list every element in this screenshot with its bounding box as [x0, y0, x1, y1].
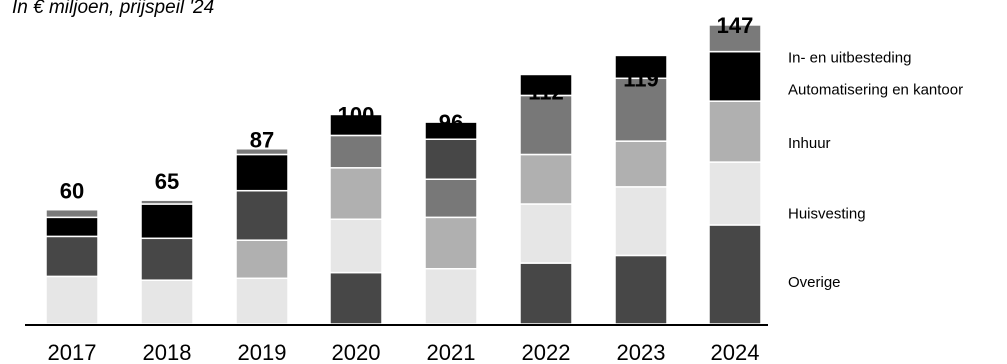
legend-item-3: Huisvesting: [788, 206, 866, 223]
total-label-2023: 119: [623, 66, 659, 91]
bar-segment-2024-0: [708, 224, 762, 325]
bar-segment-2023-5: [614, 54, 668, 80]
bar-segment-2020-3: [329, 134, 383, 169]
legend-item-4: Overige: [788, 274, 841, 291]
total-label-2024: 147: [717, 13, 754, 38]
bar-segment-2023-3: [614, 77, 668, 142]
bar-segment-2019-2: [235, 239, 289, 280]
bar-segment-2018-5: [140, 203, 194, 240]
bar-segment-2022-1: [519, 203, 573, 264]
total-label-2018: 65: [155, 169, 179, 194]
bar-segment-2018-6: [140, 199, 194, 205]
bar-segment-2022-3: [519, 94, 573, 156]
bars-group: [45, 24, 762, 325]
bar-segment-2020-5: [329, 113, 383, 137]
x-tick-label-2019: 2019: [238, 340, 287, 364]
bar-segment-2022-2: [519, 153, 573, 205]
bar-segment-2018-1: [140, 279, 194, 325]
bar-segment-2023-0: [614, 254, 668, 325]
bar-segment-2024-5: [708, 50, 762, 102]
bar-segment-2019-1: [235, 277, 289, 325]
bar-segment-2024-6: [708, 24, 762, 53]
bar-segment-2021-3: [424, 178, 478, 219]
bar-segment-2021-2: [424, 216, 478, 270]
x-tick-labels-group: 2017 2018 2019 2020 2021 2022 2023 2024: [48, 340, 760, 364]
bar-segment-2019-4: [235, 189, 289, 241]
legend-item-2: Inhuur: [788, 135, 831, 152]
chart-subtitle: In € miljoen, prijspeil '24: [12, 0, 215, 18]
legend-group: In- en uitbesteding Automatisering en kan…: [788, 49, 963, 291]
x-tick-label-2020: 2020: [332, 340, 381, 364]
bar-segment-2020-2: [329, 167, 383, 220]
bar-segment-2024-1: [708, 161, 762, 226]
x-tick-label-2023: 2023: [617, 340, 666, 364]
total-label-2021: 96: [439, 110, 463, 135]
legend-item-1: Automatisering en kantoor: [788, 82, 963, 99]
x-tick-label-2024: 2024: [711, 340, 760, 364]
bar-segment-2019-6: [235, 148, 289, 156]
bar-segment-2023-1: [614, 186, 668, 257]
bar-segment-2022-0: [519, 262, 573, 325]
bar-segment-2019-5: [235, 153, 289, 192]
bar-segment-2017-4: [45, 235, 99, 278]
total-label-2020: 100: [338, 103, 375, 128]
bar-segment-2020-1: [329, 218, 383, 274]
bar-segment-2021-4: [424, 138, 478, 180]
total-labels-group: 60 65 87 100 96 112 119 147: [60, 13, 754, 204]
bar-segment-2021-1: [424, 268, 478, 325]
total-label-2017: 60: [60, 179, 84, 204]
total-label-2022: 112: [528, 80, 564, 105]
x-tick-label-2018: 2018: [143, 340, 192, 364]
bar-segment-2023-2: [614, 140, 668, 188]
bar-segment-2018-4: [140, 237, 194, 281]
x-tick-label-2021: 2021: [427, 340, 476, 364]
bar-segment-2017-6: [45, 208, 99, 219]
bar-segment-2021-5: [424, 121, 478, 140]
legend-item-0: In- en uitbesteding: [788, 49, 911, 66]
bar-segment-2017-5: [45, 216, 99, 238]
bar-segment-2020-0: [329, 271, 383, 325]
bar-segment-2022-5: [519, 73, 573, 97]
x-tick-label-2017: 2017: [48, 340, 97, 364]
bar-segment-2017-1: [45, 275, 99, 325]
total-label-2019: 87: [250, 127, 274, 152]
bar-segment-2024-2: [708, 100, 762, 163]
x-tick-label-2022: 2022: [522, 340, 571, 364]
